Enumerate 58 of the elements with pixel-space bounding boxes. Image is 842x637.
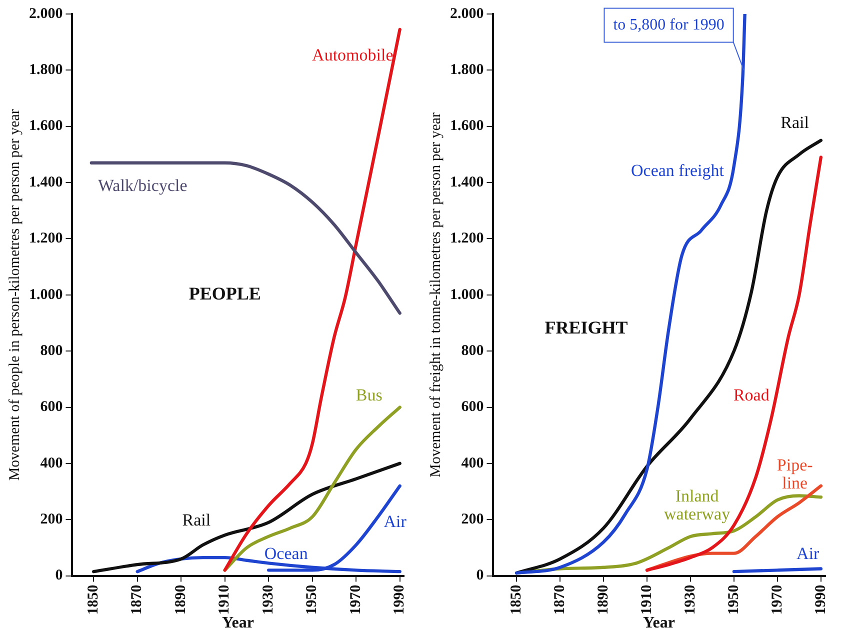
series-label: Pipe-line — [776, 456, 814, 493]
x-axis-title: Year — [222, 614, 254, 632]
y-tick-label: 1.000 — [29, 286, 63, 303]
y-tick-label: 400 — [461, 455, 484, 472]
x-axis-title: Year — [643, 614, 675, 632]
y-tick-label: 800 — [461, 342, 484, 359]
y-tick-label: 0 — [55, 568, 63, 584]
series-label: Inland waterway — [664, 486, 731, 524]
x-tick-label: 1990 — [812, 584, 829, 615]
line-series — [90, 161, 402, 315]
y-tick-label: 0 — [476, 568, 484, 584]
x-tick-label: 1950 — [304, 584, 320, 615]
y-tick-label: 1.600 — [29, 118, 63, 134]
y-tick-label: 200 — [461, 511, 484, 528]
y-tick-label: 1.400 — [450, 174, 484, 190]
x-tick-label: 1970 — [769, 584, 786, 615]
x-tick-label: 1910 — [638, 584, 655, 615]
y-tick-label: 200 — [40, 511, 63, 528]
y-tick-label: 1.600 — [450, 118, 484, 134]
y-tick-label: 800 — [40, 342, 63, 359]
x-tick-label: 1990 — [392, 584, 408, 615]
x-tick-label: 1910 — [216, 584, 233, 615]
x-tick-label: 1930 — [260, 584, 276, 615]
x-tick-label: 1850 — [508, 584, 525, 615]
y-tick-label: 1.200 — [450, 230, 484, 247]
annotation: PEOPLE — [188, 284, 261, 304]
x-tick-label: 1930 — [682, 584, 698, 615]
y-axis-title: Movement of freight in tonne-kilometres per person per year — [428, 112, 444, 478]
annotation: to 5,800 for 1990 — [613, 16, 724, 34]
y-tick-label: 600 — [461, 399, 484, 416]
series-label: Rail — [780, 113, 810, 132]
x-tick-label: 1870 — [129, 584, 146, 615]
y-tick-label: 1.800 — [450, 62, 484, 78]
y-tick-label: 1.800 — [29, 62, 63, 78]
x-tick-label: 1890 — [595, 584, 612, 615]
series-label: Air — [384, 512, 407, 531]
x-tick-label: 1950 — [726, 584, 742, 615]
series-label: Ocean freight — [630, 160, 724, 180]
x-tick-label: 1870 — [552, 584, 568, 615]
y-tick-label: 1.000 — [450, 286, 484, 303]
y-tick-label: 2.000 — [450, 6, 484, 22]
x-tick-label: 1890 — [172, 584, 189, 615]
series-label: Road — [733, 385, 770, 404]
x-tick-label: 1850 — [86, 584, 102, 615]
y-tick-label: 600 — [40, 399, 63, 416]
y-tick-label: 2.000 — [29, 6, 63, 22]
y-tick-label: 400 — [40, 455, 63, 472]
x-tick-label: 1970 — [348, 584, 364, 615]
annotation: FREIGHT — [544, 317, 628, 338]
series-label: Walk/bicycle — [98, 176, 188, 196]
y-tick-label: 1.400 — [29, 174, 63, 190]
series-label: Automobile — [312, 46, 394, 65]
y-tick-label: 1.200 — [29, 230, 63, 247]
series-label: Ocean — [264, 544, 308, 564]
y-axis-title: Movement of people in person-kilometres per person per year — [6, 109, 23, 481]
series-label: Bus — [356, 385, 382, 404]
series-label: Air — [796, 544, 820, 564]
series-label: Rail — [182, 510, 211, 530]
